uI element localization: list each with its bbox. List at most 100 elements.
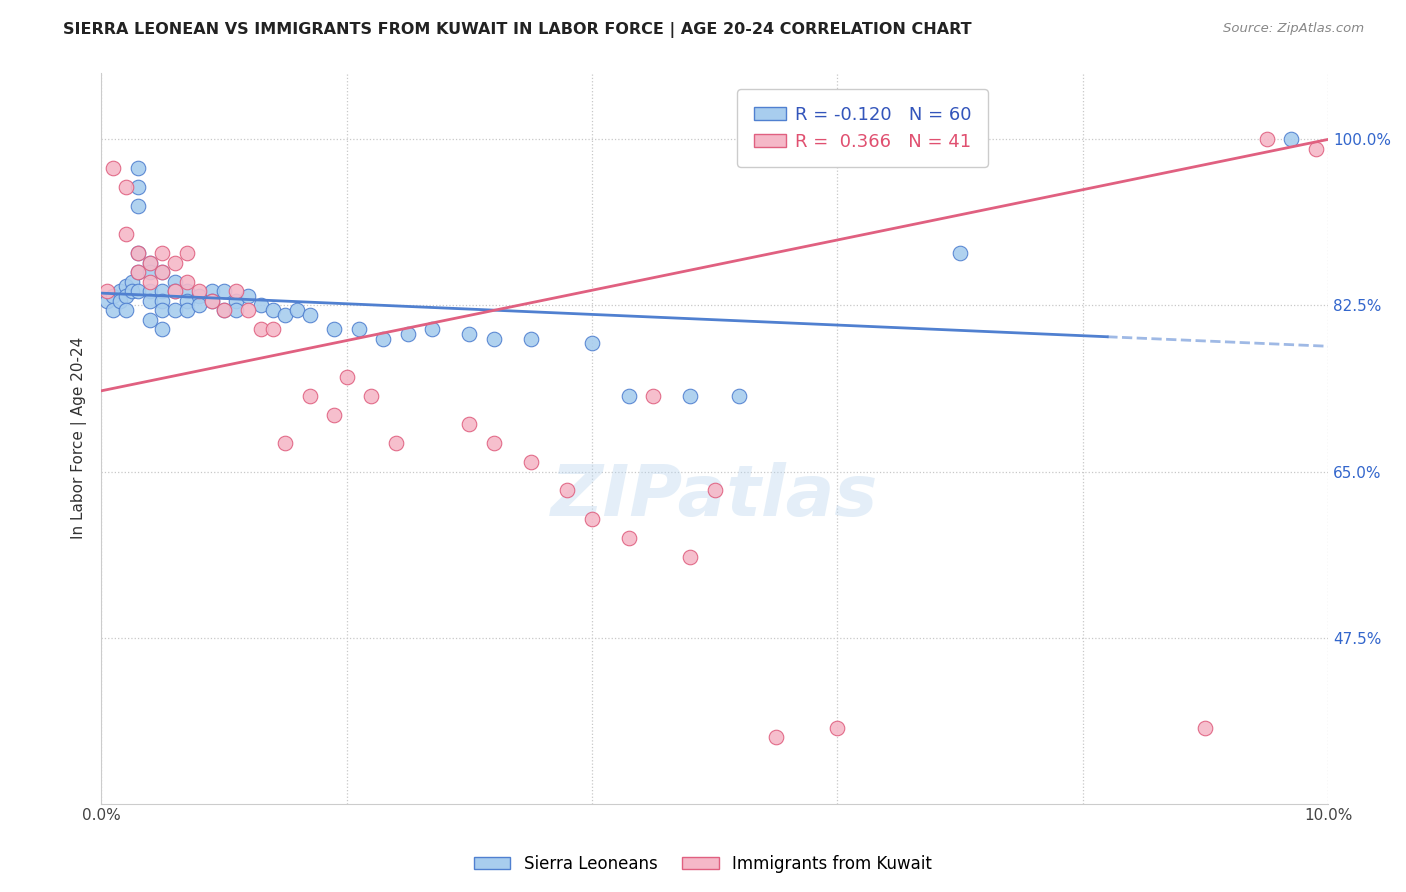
Point bbox=[114, 303, 136, 318]
Point bbox=[176, 303, 198, 318]
Text: Source: ZipAtlas.com: Source: ZipAtlas.com bbox=[1223, 22, 1364, 36]
Point bbox=[212, 303, 235, 318]
Point bbox=[163, 256, 186, 270]
Point bbox=[249, 322, 271, 336]
Point bbox=[114, 227, 136, 242]
Point bbox=[1305, 142, 1327, 156]
Point bbox=[422, 322, 444, 336]
Point bbox=[360, 388, 382, 402]
Point bbox=[274, 308, 297, 322]
Point bbox=[458, 417, 481, 431]
Point bbox=[152, 265, 174, 279]
Point bbox=[127, 265, 149, 279]
Point bbox=[384, 436, 406, 450]
Point bbox=[152, 303, 174, 318]
Point bbox=[827, 721, 849, 735]
Point bbox=[617, 388, 640, 402]
Point bbox=[127, 246, 149, 260]
Point bbox=[188, 298, 211, 312]
Point bbox=[519, 455, 541, 469]
Point bbox=[176, 246, 198, 260]
Legend: Sierra Leoneans, Immigrants from Kuwait: Sierra Leoneans, Immigrants from Kuwait bbox=[467, 848, 939, 880]
Point bbox=[176, 284, 198, 298]
Point bbox=[617, 531, 640, 545]
Point bbox=[249, 298, 271, 312]
Point bbox=[728, 388, 751, 402]
Point bbox=[212, 303, 235, 318]
Point bbox=[581, 336, 603, 351]
Point bbox=[127, 199, 149, 213]
Point bbox=[188, 289, 211, 303]
Text: ZIPatlas: ZIPatlas bbox=[551, 462, 879, 532]
Point bbox=[108, 284, 131, 298]
Point bbox=[482, 332, 505, 346]
Point bbox=[188, 284, 211, 298]
Point bbox=[127, 265, 149, 279]
Point bbox=[262, 303, 284, 318]
Point bbox=[298, 308, 321, 322]
Point bbox=[1256, 132, 1278, 146]
Point bbox=[679, 549, 702, 564]
Point bbox=[127, 246, 149, 260]
Point bbox=[103, 161, 125, 175]
Point bbox=[212, 284, 235, 298]
Point bbox=[949, 246, 972, 260]
Point bbox=[139, 312, 162, 326]
Point bbox=[139, 275, 162, 289]
Point bbox=[152, 246, 174, 260]
Point bbox=[225, 284, 247, 298]
Point bbox=[163, 284, 186, 298]
Point bbox=[176, 275, 198, 289]
Point bbox=[121, 275, 143, 289]
Legend: R = -0.120   N = 60, R =  0.366   N = 41: R = -0.120 N = 60, R = 0.366 N = 41 bbox=[737, 89, 988, 167]
Point bbox=[335, 369, 357, 384]
Point bbox=[1194, 721, 1216, 735]
Point bbox=[152, 293, 174, 308]
Point bbox=[152, 265, 174, 279]
Point bbox=[643, 388, 665, 402]
Point bbox=[152, 322, 174, 336]
Point bbox=[703, 483, 725, 498]
Point bbox=[127, 161, 149, 175]
Point bbox=[200, 293, 222, 308]
Point bbox=[139, 256, 162, 270]
Point bbox=[458, 326, 481, 341]
Point bbox=[274, 436, 297, 450]
Point bbox=[347, 322, 370, 336]
Point bbox=[96, 293, 118, 308]
Point bbox=[163, 275, 186, 289]
Point bbox=[765, 730, 787, 744]
Point bbox=[121, 284, 143, 298]
Text: SIERRA LEONEAN VS IMMIGRANTS FROM KUWAIT IN LABOR FORCE | AGE 20-24 CORRELATION : SIERRA LEONEAN VS IMMIGRANTS FROM KUWAIT… bbox=[63, 22, 972, 38]
Point bbox=[238, 303, 260, 318]
Point bbox=[152, 284, 174, 298]
Point bbox=[238, 289, 260, 303]
Point bbox=[103, 289, 125, 303]
Point bbox=[679, 388, 702, 402]
Point bbox=[323, 322, 346, 336]
Point bbox=[127, 284, 149, 298]
Point bbox=[581, 512, 603, 526]
Point bbox=[114, 179, 136, 194]
Point bbox=[225, 303, 247, 318]
Point bbox=[176, 293, 198, 308]
Point bbox=[139, 256, 162, 270]
Point bbox=[557, 483, 579, 498]
Point bbox=[114, 289, 136, 303]
Point bbox=[225, 293, 247, 308]
Point bbox=[373, 332, 395, 346]
Point bbox=[1279, 132, 1302, 146]
Y-axis label: In Labor Force | Age 20-24: In Labor Force | Age 20-24 bbox=[72, 337, 87, 540]
Point bbox=[287, 303, 309, 318]
Point bbox=[96, 284, 118, 298]
Point bbox=[396, 326, 419, 341]
Point bbox=[108, 293, 131, 308]
Point bbox=[139, 265, 162, 279]
Point bbox=[163, 284, 186, 298]
Point bbox=[200, 284, 222, 298]
Point bbox=[519, 332, 541, 346]
Point bbox=[127, 179, 149, 194]
Point bbox=[103, 303, 125, 318]
Point bbox=[262, 322, 284, 336]
Point bbox=[482, 436, 505, 450]
